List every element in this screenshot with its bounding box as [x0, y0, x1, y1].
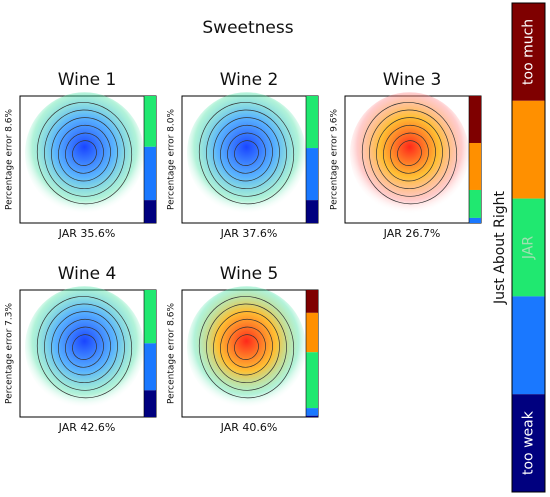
contour [65, 326, 104, 368]
contour [397, 140, 422, 166]
colorbar-label: Just About Right [492, 191, 508, 305]
error-label: Percentage error 8.6% [167, 303, 177, 404]
panel-title: Wine 5 [220, 264, 279, 284]
contour [206, 303, 287, 391]
jar-label: JAR 40.6% [220, 421, 278, 434]
segment [469, 217, 481, 223]
contour [44, 303, 125, 391]
error-label: Percentage error 8.0% [167, 109, 177, 210]
contour [51, 117, 118, 190]
contour [227, 326, 266, 368]
jar-label: JAR 26.7% [383, 227, 441, 240]
segment [144, 390, 156, 417]
panel-title: Wine 2 [220, 70, 279, 90]
segment [306, 148, 318, 201]
contour [36, 296, 133, 399]
colorbar-tick-label: too weak [521, 410, 537, 475]
contour [227, 132, 266, 174]
colorbar-segment [512, 394, 545, 492]
heatmap [186, 92, 306, 215]
heatmap [186, 286, 306, 409]
panel-title: Wine 1 [58, 70, 117, 90]
segment [306, 415, 318, 417]
panel-title: Wine 3 [383, 70, 442, 90]
contour [220, 124, 273, 182]
segment [144, 146, 156, 201]
segment [469, 96, 481, 143]
segment [144, 343, 156, 391]
contour [213, 117, 280, 190]
segment [306, 200, 318, 223]
contour [36, 102, 133, 205]
colorbar-segment [512, 198, 545, 297]
contour [206, 109, 287, 197]
contour [369, 109, 450, 197]
contour [58, 318, 111, 376]
contour [72, 140, 97, 166]
contour [361, 102, 458, 205]
jar-label: JAR 42.6% [58, 421, 116, 434]
panel-title: Wine 4 [58, 264, 117, 284]
colorbar-segment [512, 100, 545, 199]
error-label: Percentage error 9.6% [330, 109, 340, 210]
segment [306, 352, 318, 409]
segment [144, 200, 156, 223]
segment [144, 290, 156, 344]
segment [306, 312, 318, 353]
segment [469, 189, 481, 218]
error-label: Percentage error 8.6% [5, 109, 15, 210]
jar-label: JAR 35.6% [58, 227, 116, 240]
heatmap [24, 286, 144, 409]
contour [51, 311, 118, 384]
colorbar-tick-label: too much [521, 19, 537, 85]
contour [72, 334, 97, 360]
segment [469, 142, 481, 190]
colorbar-tick-label: JAR [521, 236, 537, 260]
contour [198, 102, 295, 205]
segment [144, 96, 156, 147]
colorbar-segment [512, 3, 545, 101]
jar-label: JAR 37.6% [220, 227, 278, 240]
contour [383, 124, 436, 182]
contour [198, 296, 295, 399]
figure-title: Sweetness [202, 18, 293, 38]
contour [58, 124, 111, 182]
colorbar-frame [511, 2, 546, 493]
contour [65, 132, 104, 174]
error-label: Percentage error 7.3% [5, 303, 15, 404]
contour [376, 117, 443, 190]
segment [306, 290, 318, 313]
colorbar-segment [512, 296, 545, 395]
contour [44, 109, 125, 197]
contour [390, 132, 429, 174]
segment [306, 408, 318, 416]
contour [213, 311, 280, 384]
contour [234, 334, 259, 360]
contour [234, 140, 259, 166]
heatmap [349, 92, 470, 215]
segment [306, 96, 318, 149]
contour [220, 318, 273, 376]
heatmap [24, 92, 144, 215]
